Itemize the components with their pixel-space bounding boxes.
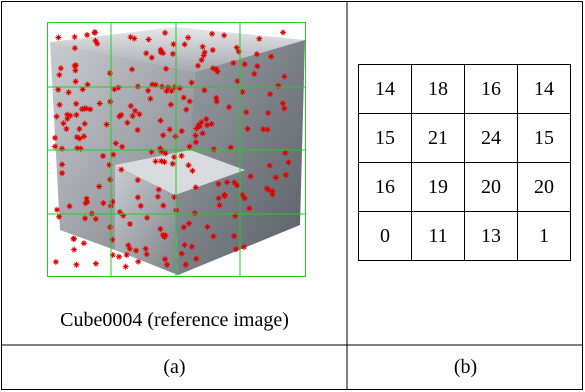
feature-point [55,34,61,40]
table-cell: 1 [518,212,571,261]
table-cell: 18 [412,65,465,114]
table-cell: 19 [412,163,465,212]
table-cell: 15 [518,114,571,163]
table-cell: 16 [465,65,518,114]
feature-point [280,29,286,35]
feature-point [81,240,87,246]
table-cell: 14 [359,65,412,114]
table-row: 14181614 [359,65,571,114]
feature-point [71,247,77,253]
count-table: 141816141521241516192020011131 [358,64,571,261]
panel-label: (a) [2,356,347,379]
table-cell: 24 [465,114,518,163]
table-cell: 0 [359,212,412,261]
table-cell: 15 [359,114,412,163]
cube-image [47,22,306,277]
table-cell: 20 [465,163,518,212]
caption: Cube0004 (reference image) [2,309,347,332]
panel-label: (b) [348,356,583,379]
feature-point [53,259,59,265]
feature-point [93,261,99,267]
table-cell: 21 [412,114,465,163]
table-cell: 14 [518,65,571,114]
table-row: 011131 [359,212,571,261]
feature-point [84,32,90,38]
feature-point [73,262,79,268]
figure: Cube0004 (reference image) (a) (b) 14181… [0,0,585,392]
table-cell: 13 [465,212,518,261]
table-cell: 16 [359,163,412,212]
table-cell: 11 [412,212,465,261]
feature-point [116,254,122,260]
feature-point [123,264,129,270]
table-cell: 20 [518,163,571,212]
